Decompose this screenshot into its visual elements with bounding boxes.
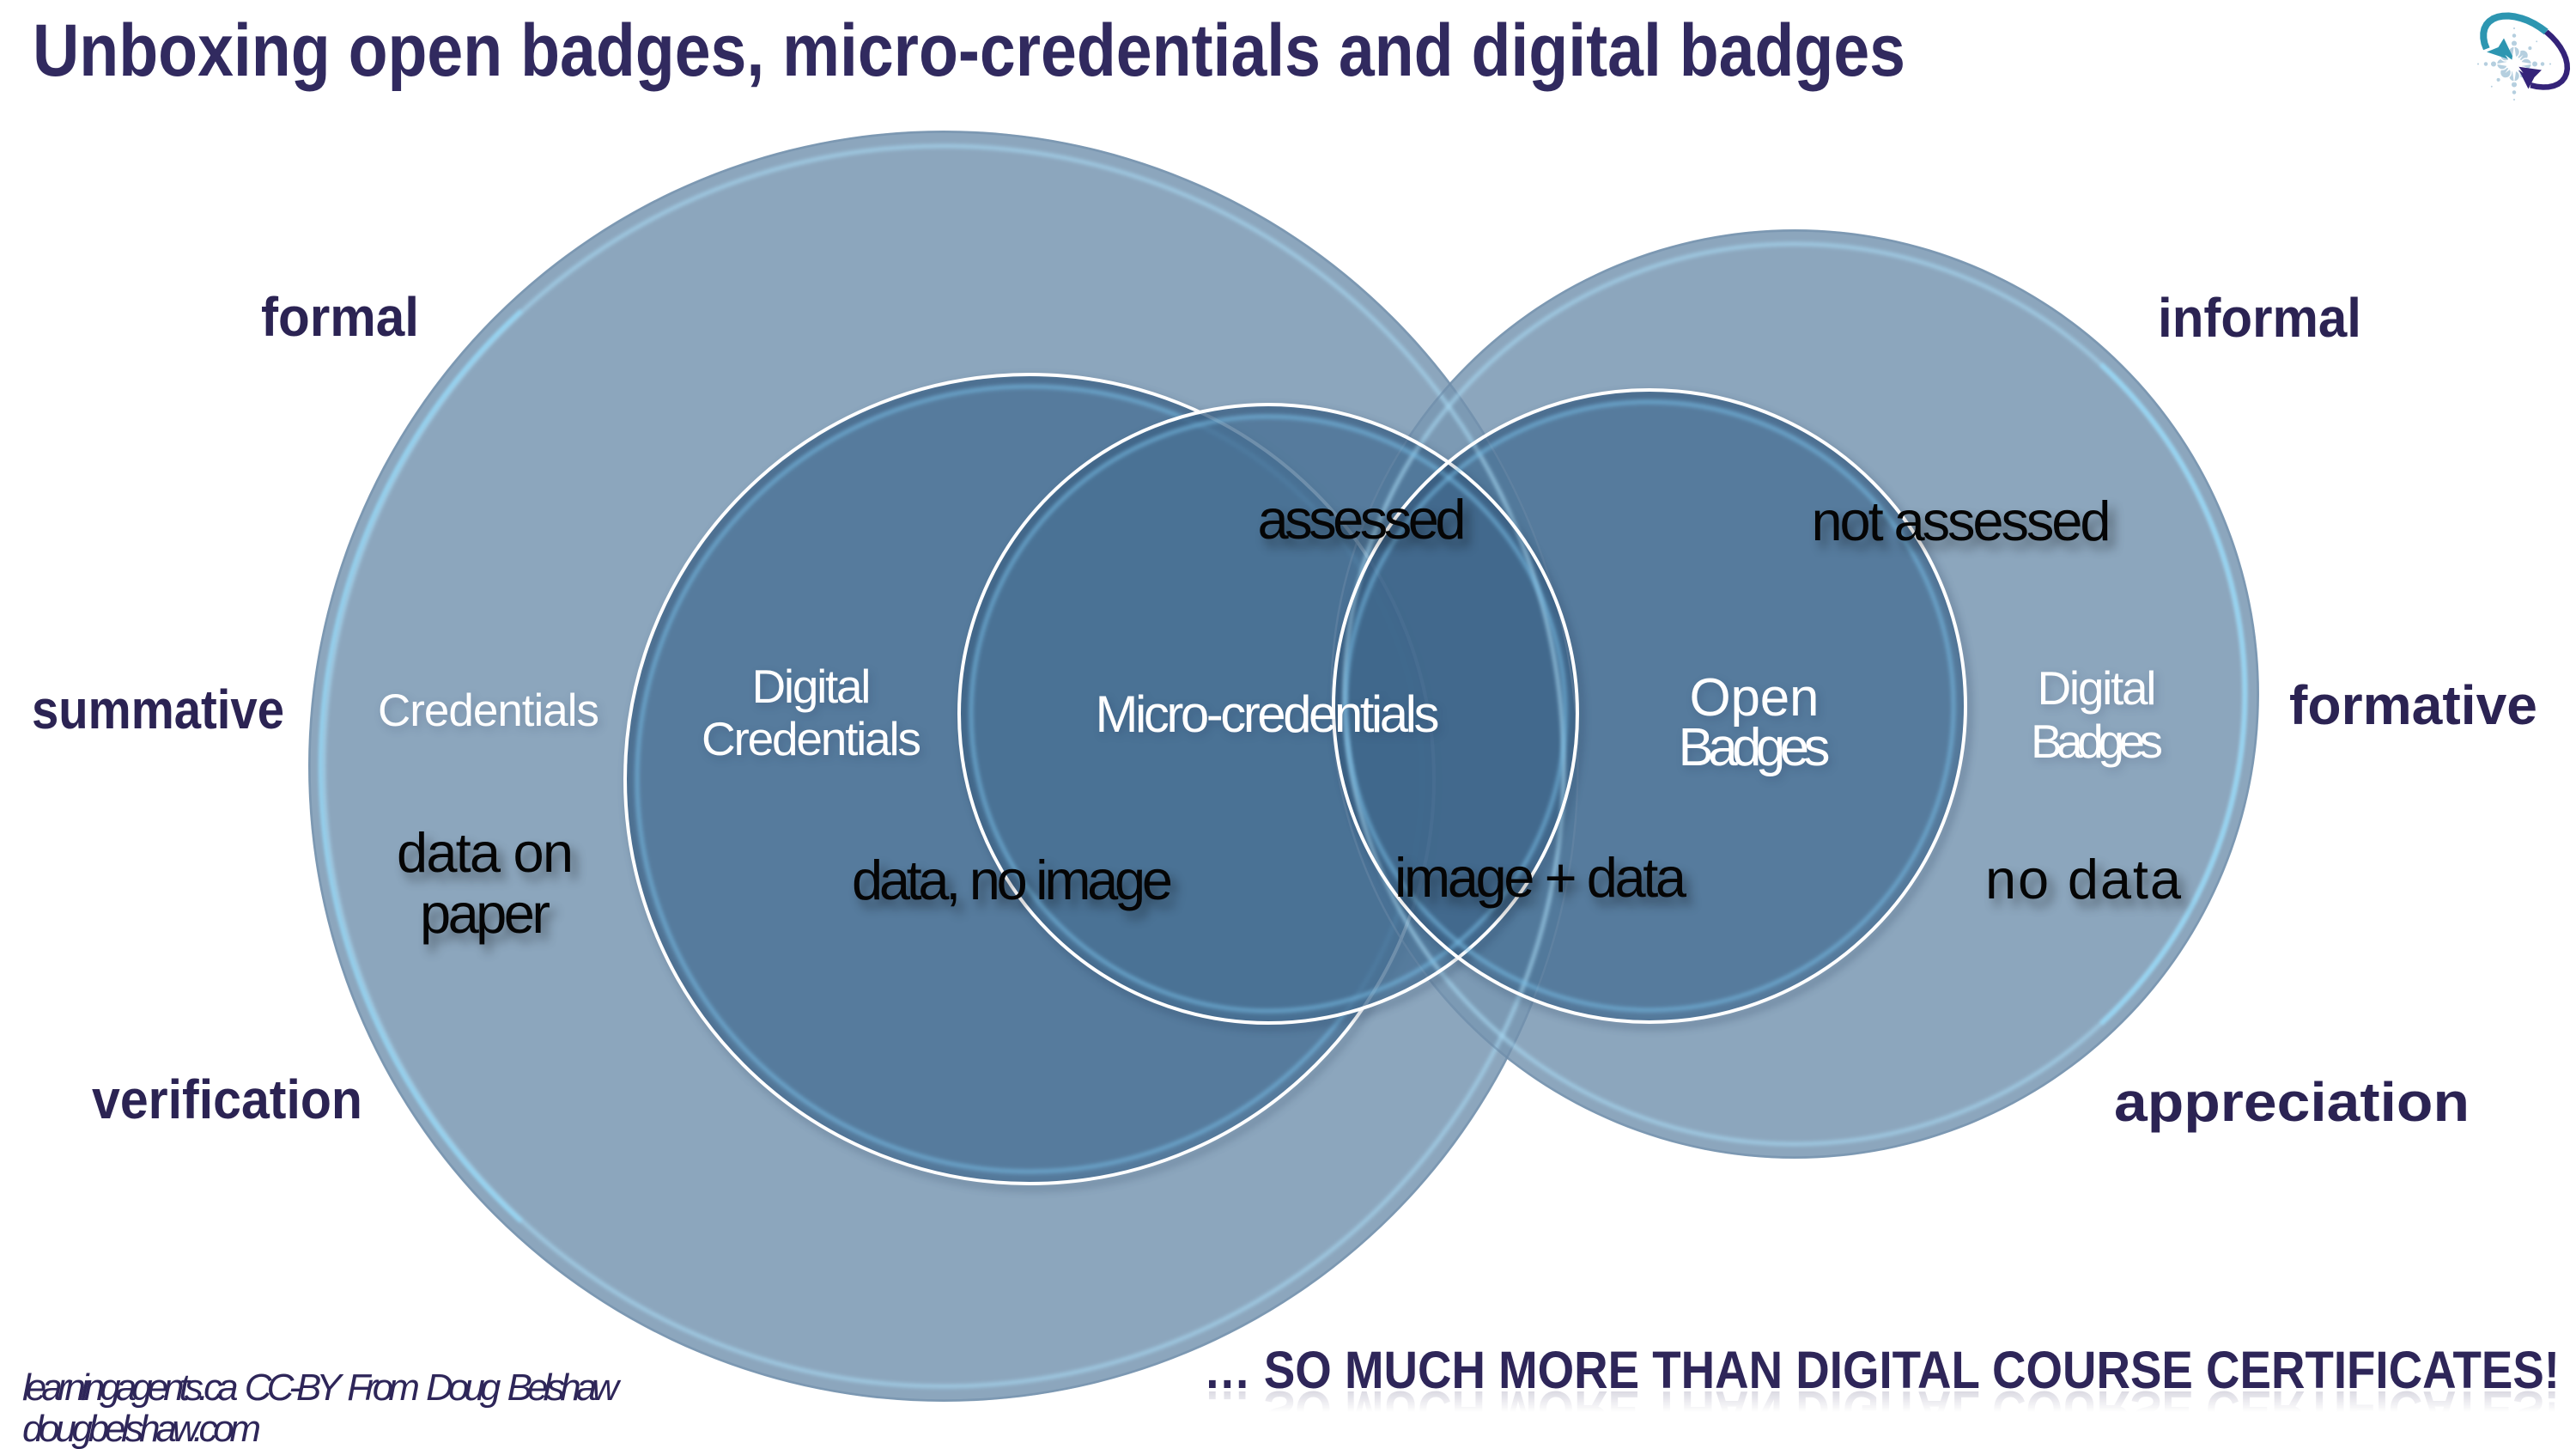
- svg-text:image + data: image + data: [1394, 846, 1687, 909]
- svg-text:dougbelshaw.com: dougbelshaw.com: [22, 1408, 261, 1449]
- svg-text:… SO MUCH MORE THAN DIGITAL CO: … SO MUCH MORE THAN DIGITAL COURSE CERTI…: [1204, 1380, 2560, 1439]
- svg-text:Digital: Digital: [752, 660, 872, 713]
- svg-text:informal: informal: [2158, 287, 2361, 349]
- svg-text:learningagents.ca CC-BY From D: learningagents.ca CC-BY From Doug Belsha…: [22, 1367, 622, 1409]
- svg-text:data on: data on: [397, 821, 574, 884]
- svg-text:no data: no data: [1985, 848, 2182, 910]
- svg-text:Badges: Badges: [1679, 718, 1831, 777]
- svg-text:appreciation: appreciation: [2114, 1071, 2470, 1133]
- svg-text:summative: summative: [32, 679, 284, 740]
- svg-text:verification: verification: [92, 1068, 362, 1130]
- svg-text:… SO MUCH MORE THAN DIGITAL CO: … SO MUCH MORE THAN DIGITAL COURSE CERTI…: [1204, 1341, 2560, 1399]
- svg-text:data, no image: data, no image: [852, 849, 1173, 911]
- svg-text:not assessed: not assessed: [1812, 490, 2111, 552]
- svg-text:Digital: Digital: [2038, 661, 2157, 715]
- svg-text:Credentials: Credentials: [378, 685, 599, 736]
- svg-text:Open: Open: [1690, 668, 1820, 728]
- svg-text:formal: formal: [261, 286, 419, 348]
- svg-text:Micro-credentials: Micro-credentials: [1096, 685, 1440, 743]
- svg-text:paper: paper: [420, 882, 550, 945]
- svg-text:assessed: assessed: [1258, 488, 1467, 551]
- svg-text:Badges: Badges: [2031, 715, 2163, 768]
- svg-text:Credentials: Credentials: [702, 712, 921, 765]
- svg-text:formative: formative: [2289, 674, 2537, 736]
- svg-text:Unboxing open badges, micro-cr: Unboxing open badges, micro-credentials …: [33, 9, 1905, 92]
